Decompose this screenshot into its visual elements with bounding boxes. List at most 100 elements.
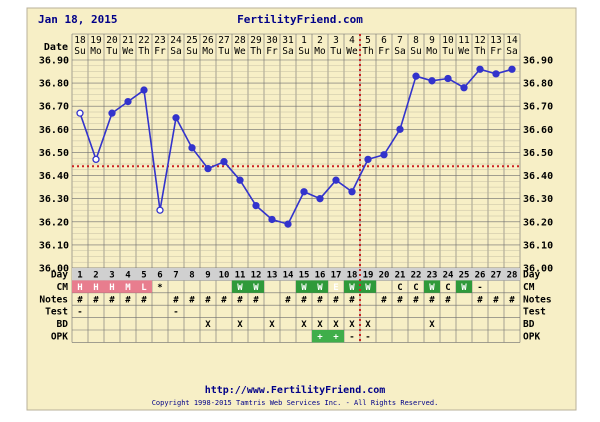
y-tick-right: 36.10 [523,240,553,251]
temperature-point [332,176,340,184]
cm-cell: H [93,283,98,293]
temperature-point-open [76,109,84,117]
notes-cell: # [237,295,243,305]
notes-cell: # [141,295,147,305]
temperature-line-segment [399,75,417,130]
temperature-point [364,155,372,164]
weekday-label: Tu [330,46,341,57]
weekday-label: Tu [442,46,453,57]
y-tick-left: 36.60 [39,125,69,136]
bd-cell: X [269,320,275,330]
opk-cell: + [333,333,339,343]
temperature-point [380,151,388,159]
cm-cell: W [301,283,307,293]
date-label: 10 [442,35,454,46]
temperature-point [140,86,148,94]
notes-cell: # [333,295,339,305]
temperature-line-segment [239,179,257,207]
cycle_days-cell: 17 [331,271,342,281]
date-label: 18 [74,35,86,46]
temperature-point [236,176,244,184]
opk-row-label-right: OPK [523,332,540,343]
temperature-series [76,65,516,228]
date-label: 27 [218,35,229,46]
y-tick-right: 36.20 [523,217,553,228]
opk-cell: - [365,333,370,343]
weekday-label: Su [298,46,309,57]
y-tick-right: 36.60 [523,125,553,136]
y-tick-left: 36.40 [39,171,69,182]
notes-cell: # [317,295,323,305]
temperature-line-segment [95,112,113,160]
notes-cell: # [109,295,115,305]
notes-cell: # [285,295,291,305]
weekday-label: Sa [506,46,517,57]
notes-cell: # [349,295,355,305]
temperature-line-segment [319,179,337,200]
temperature-point [204,164,212,173]
cycle_days-cell: 22 [411,271,422,281]
date-label: 11 [458,35,470,46]
temperature-point [172,114,180,122]
cm-cell: W [429,283,435,293]
temperature-line-segment [463,68,481,89]
cm-cell-bg [88,280,104,293]
date-label: 30 [266,35,278,46]
cm-cell: W [461,283,467,293]
cycle_days-cell: 21 [395,271,406,281]
weekday-label: Tu [218,46,229,57]
weekday-label: Sa [170,46,181,57]
temperature-point [108,109,116,117]
notes-cell: # [173,295,179,305]
date-label: 8 [413,35,419,46]
notes-cell: # [397,295,403,305]
temperature-point [188,144,196,152]
cycle_days-cell: 7 [173,271,178,281]
cm-cell: W [253,283,259,293]
temperature-point [268,215,276,224]
cycle_days-cell: 3 [109,271,114,281]
cm-cell: W [317,283,323,293]
cycle_days-cell: 25 [459,271,470,281]
notes-cell: # [381,295,387,305]
y-tick-right: 36.90 [523,56,553,67]
cm-cell: W [349,283,355,293]
date-label: 24 [170,35,182,46]
cycle_days-cell: 26 [475,271,486,281]
chart-paper [26,7,577,411]
weekday-label: We [234,46,246,57]
notes-row-label-left: Notes [39,294,68,305]
cm-cell-bg [136,280,152,293]
cm-cell-bg [120,280,136,293]
cycle_days-cell: 13 [267,271,278,281]
date-label: 13 [490,35,501,46]
date-label: 3 [333,35,339,46]
notes-cell: # [221,295,227,305]
data-rows: 1 2 3 4 5 6 7 8 9 10 11 12 13 14 15 16 17 18 19 20 21 22 23 24 2… [72,268,520,343]
notes-cell: # [413,295,419,305]
date-label: 29 [250,35,262,46]
cm-cell: C [413,283,418,293]
temperature-line-segment [351,159,369,193]
bd-cell: X [301,320,307,330]
weekday-label: Th [138,46,149,57]
y-tick-left: 36.80 [39,79,69,90]
cm-row-label-left: CM [57,282,69,293]
temperature-point-open [156,206,164,214]
notes-cell: # [125,295,131,305]
footer-copyright: Copyright 1998-2015 Tamtris Web Services… [152,399,439,407]
temperature-point [220,158,228,166]
cm-cell: C [445,283,450,293]
bd-cell: X [205,320,211,330]
weekday-label: Fr [490,46,502,57]
test-cell: - [173,308,178,318]
weekday-label: Fr [154,46,166,57]
cm-cell: W [365,283,371,293]
weekday-label: Mo [426,46,438,57]
y-tick-right: 36.30 [523,194,553,205]
cm-cell-bg [72,280,88,293]
cm-cell-bg [360,280,376,293]
y-tick-left: 36.70 [39,102,69,113]
temperature-line-segment [79,112,97,160]
